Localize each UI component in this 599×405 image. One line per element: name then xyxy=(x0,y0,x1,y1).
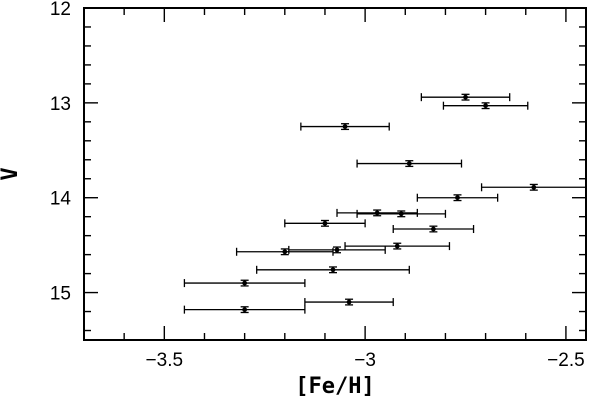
data-points xyxy=(183,93,587,314)
y-axis-label: V xyxy=(0,167,23,180)
y-tick-label: 13 xyxy=(50,94,71,115)
data-marker xyxy=(406,161,412,166)
data-marker xyxy=(398,211,404,217)
x-tick-label: −3.5 xyxy=(146,350,184,371)
data-marker xyxy=(330,267,336,273)
data-point xyxy=(392,225,475,234)
data-marker xyxy=(334,247,340,253)
data-point xyxy=(183,305,306,314)
data-point xyxy=(356,159,463,168)
data-point xyxy=(235,247,334,256)
data-point xyxy=(284,219,366,228)
y-tick-label: 12 xyxy=(50,0,71,20)
y-tick-label: 14 xyxy=(50,189,72,210)
data-point xyxy=(183,279,306,288)
data-marker xyxy=(346,299,352,305)
data-marker xyxy=(531,184,537,190)
data-marker xyxy=(322,220,328,226)
data-marker xyxy=(242,280,248,286)
data-marker xyxy=(242,307,248,313)
data-point xyxy=(288,245,386,254)
data-point xyxy=(416,193,499,202)
y-tick-label: 15 xyxy=(50,284,71,305)
data-point xyxy=(304,298,394,307)
axis-ticks xyxy=(83,7,586,340)
data-marker xyxy=(394,243,400,249)
data-marker xyxy=(342,124,348,129)
data-point xyxy=(300,122,390,131)
x-tick-label: −3 xyxy=(354,350,376,371)
data-point xyxy=(480,183,587,192)
x-tick-label: −2.5 xyxy=(547,350,585,371)
data-marker xyxy=(463,94,468,100)
data-point xyxy=(420,93,511,102)
data-marker xyxy=(455,195,460,201)
x-axis-label: [Fe/H] xyxy=(295,374,374,399)
data-marker xyxy=(483,103,488,109)
tick-labels: −3.5 −3 −2.5 12 13 14 15 xyxy=(50,0,585,371)
data-point xyxy=(256,265,410,274)
data-marker xyxy=(282,249,288,255)
data-marker xyxy=(430,226,436,232)
plot-frame xyxy=(83,7,587,341)
data-marker xyxy=(374,210,380,216)
data-point xyxy=(442,101,529,110)
data-point xyxy=(336,208,418,217)
data-point xyxy=(356,209,447,218)
data-point xyxy=(344,242,451,251)
